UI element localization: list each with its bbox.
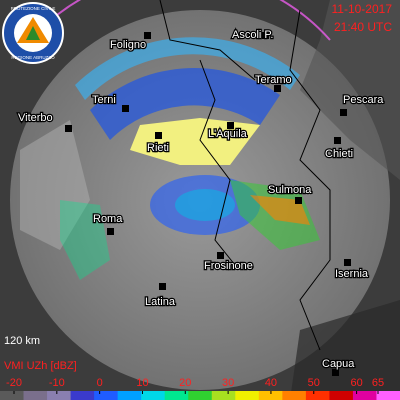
city-label: Foligno (110, 39, 146, 51)
legend-swatch (211, 391, 236, 400)
legend-swatch (117, 391, 142, 400)
legend-swatch (47, 391, 72, 400)
city-marker (274, 85, 281, 92)
legend-tick-label: 65 (372, 377, 384, 389)
echo-area (75, 37, 300, 100)
logo: PROTEZIONE CIVILE REGIONE ABRUZZO (2, 2, 64, 64)
logo-bottom-text: REGIONE ABRUZZO (11, 55, 55, 60)
legend-swatch (141, 391, 166, 400)
city-marker (340, 109, 347, 116)
city-marker (122, 105, 129, 112)
city-marker (227, 122, 234, 129)
city-label: Isernia (335, 268, 369, 280)
legend-swatch (305, 391, 330, 400)
time: 21:40 UTC (334, 20, 392, 34)
city-label: L'Aquila (208, 128, 248, 140)
city-marker (295, 197, 302, 204)
echo-area (90, 67, 280, 140)
city-label: Viterbo (18, 112, 53, 124)
legend-tick-label: -20 (6, 377, 22, 389)
legend-swatch (235, 391, 260, 400)
logo-emblem (26, 26, 40, 40)
legend-tick-label: 40 (265, 377, 277, 389)
city-marker (155, 132, 162, 139)
city-label: Rieti (147, 142, 169, 154)
terrain-shade (0, 0, 400, 180)
scale-label: 120 km (4, 335, 40, 347)
legend-swatch (282, 391, 307, 400)
legend-tick-label: 60 (350, 377, 362, 389)
city-label: Roma (93, 213, 123, 225)
border-line (159, 0, 256, 81)
terrain-shade (20, 120, 90, 250)
city-label: Sulmona (268, 184, 312, 196)
city-marker (107, 228, 114, 235)
legend-swatch (70, 391, 95, 400)
legend-tick-label: -10 (49, 377, 65, 389)
city-marker (217, 252, 224, 259)
echo-area (175, 189, 235, 221)
date: 11-10-2017 (332, 2, 393, 16)
echo-arc (39, 0, 331, 41)
echo-area (130, 118, 260, 165)
city-marker (159, 283, 166, 290)
legend-swatch (352, 391, 377, 400)
logo-top-text: PROTEZIONE CIVILE (11, 6, 56, 11)
city-label: Teramo (255, 74, 292, 86)
terrain-shade (290, 300, 400, 400)
city-label: Pescara (343, 94, 384, 106)
border-line (289, 9, 331, 351)
legend-swatch (376, 391, 400, 400)
city-label: Capua (322, 358, 355, 370)
legend-tick-label: 10 (136, 377, 148, 389)
city-marker (334, 137, 341, 144)
legend-swatch (329, 391, 354, 400)
city-marker (65, 125, 72, 132)
city-marker (344, 259, 351, 266)
legend-swatch (164, 391, 189, 400)
legend-swatch (0, 391, 25, 400)
legend-swatch (188, 391, 213, 400)
city-label: Ascoli P. (232, 29, 273, 41)
city-marker (262, 32, 269, 39)
city-marker (332, 369, 339, 376)
legend-tick-label: 20 (179, 377, 191, 389)
legend-swatch (94, 391, 119, 400)
city-marker (144, 32, 151, 39)
echo-area (60, 200, 110, 280)
border-line (199, 59, 236, 266)
city-label: Latina (145, 296, 176, 308)
legend-tick-label: 30 (222, 377, 234, 389)
legend-tick-label: 0 (97, 377, 103, 389)
city-label: Terni (92, 94, 116, 106)
legend-tick-label: 50 (308, 377, 320, 389)
legend-swatch (23, 391, 48, 400)
city-label: Chieti (325, 148, 353, 160)
legend-title: VMI UZh [dBZ] (4, 360, 77, 372)
legend-swatch (258, 391, 283, 400)
city-label: Frosinone (204, 260, 253, 272)
